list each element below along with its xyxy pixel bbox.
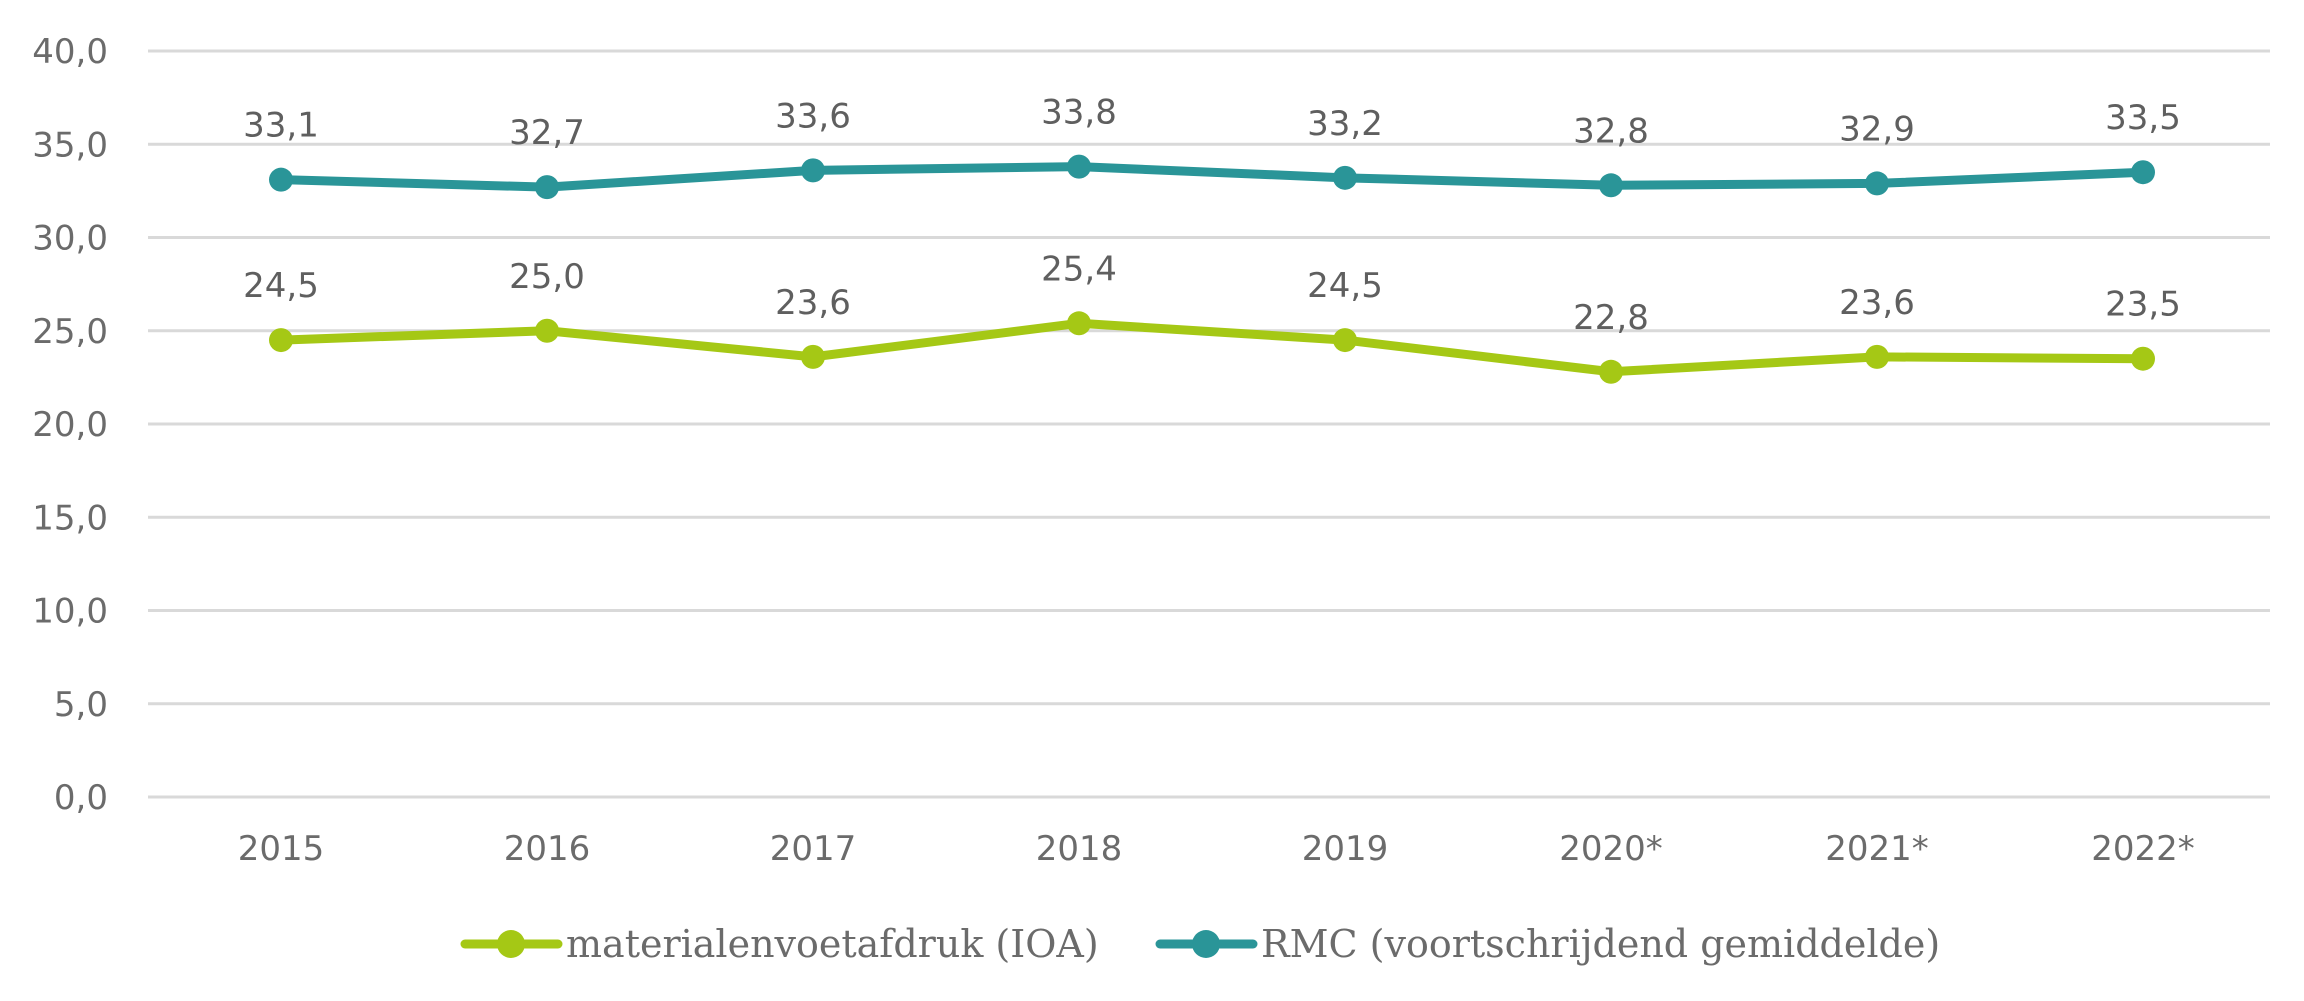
y-tick-label: 40,0 (32, 32, 108, 72)
data-point[interactable] (801, 344, 825, 369)
x-tick-label: 2016 (504, 829, 591, 869)
data-point[interactable] (1067, 311, 1091, 336)
data-label: 23,5 (2105, 285, 2181, 325)
data-point[interactable] (1865, 344, 1889, 369)
y-tick-label: 15,0 (32, 498, 108, 538)
series-line (276, 162, 2148, 192)
data-point[interactable] (1333, 328, 1357, 353)
y-tick-label: 25,0 (32, 312, 108, 352)
series-1: 33,1 32,7 33,6 33,8 33,2 32,8 32,9 33,5 (243, 93, 2181, 200)
x-tick-label: 2020* (1559, 829, 1663, 869)
data-point[interactable] (1865, 171, 1889, 196)
y-tick-label: 10,0 (32, 592, 108, 632)
data-point[interactable] (1067, 154, 1091, 179)
legend-item-materialenvoetafdruk[interactable]: materialenvoetafdruk (IOA) (460, 922, 1099, 966)
y-tick-label: 5,0 (54, 685, 108, 725)
data-label: 33,5 (2105, 98, 2181, 138)
data-label: 24,5 (1307, 266, 1383, 306)
data-label: 23,6 (1839, 283, 1915, 323)
data-label: 32,8 (1573, 111, 1649, 151)
data-label: 24,5 (243, 266, 319, 306)
data-point[interactable] (2131, 160, 2155, 185)
data-point[interactable] (801, 158, 825, 183)
y-tick-label: 20,0 (32, 405, 108, 445)
y-tick-label: 35,0 (32, 125, 108, 165)
data-label: 32,9 (1839, 109, 1915, 149)
data-point[interactable] (1599, 173, 1623, 198)
y-tick-label: 30,0 (32, 219, 108, 259)
data-label: 25,0 (509, 257, 585, 297)
y-axis-ticks: 0,0 5,0 10,0 15,0 20,0 25,0 30,0 35,0 40,0 (32, 32, 108, 818)
x-tick-label: 2015 (238, 829, 325, 869)
data-point[interactable] (2131, 346, 2155, 371)
data-point[interactable] (535, 318, 559, 343)
data-point[interactable] (269, 167, 293, 192)
x-tick-label: 2018 (1036, 829, 1123, 869)
data-label: 33,2 (1307, 104, 1383, 144)
x-tick-label: 2022* (2091, 829, 2195, 869)
x-tick-label: 2017 (770, 829, 857, 869)
legend-item-rmc[interactable]: RMC (voortschrijdend gemiddelde) (1155, 922, 1940, 966)
data-label: 33,1 (243, 106, 319, 146)
series: 24,5 25,0 23,6 25,4 24,5 22,8 23,6 23,5 33,1 32,7… (243, 93, 2181, 384)
data-label: 22,8 (1573, 298, 1649, 338)
series-line (276, 318, 2148, 377)
data-label: 33,6 (775, 96, 851, 136)
legend-label-rmc: RMC (voortschrijdend gemiddelde) (1261, 922, 1940, 966)
y-tick-label: 0,0 (54, 778, 108, 818)
gridlines (148, 49, 2270, 799)
x-tick-label: 2021* (1825, 829, 1929, 869)
legend-label-materialenvoetafdruk: materialenvoetafdruk (IOA) (566, 922, 1099, 966)
legend: materialenvoetafdruk (IOA) RMC (voortsch… (460, 922, 1940, 966)
data-label: 23,6 (775, 283, 851, 323)
data-label: 25,4 (1041, 249, 1117, 289)
data-point[interactable] (535, 175, 559, 200)
data-label: 32,7 (509, 113, 585, 153)
x-tick-label: 2019 (1302, 829, 1389, 869)
data-point[interactable] (269, 328, 293, 353)
x-axis-ticks: 2015 2016 2017 2018 2019 2020* 2021* 2022* (238, 829, 2195, 869)
data-label: 33,8 (1041, 93, 1117, 133)
series-0: 24,5 25,0 23,6 25,4 24,5 22,8 23,6 23,5 (243, 249, 2181, 384)
data-point[interactable] (1599, 359, 1623, 384)
data-point[interactable] (1333, 165, 1357, 190)
